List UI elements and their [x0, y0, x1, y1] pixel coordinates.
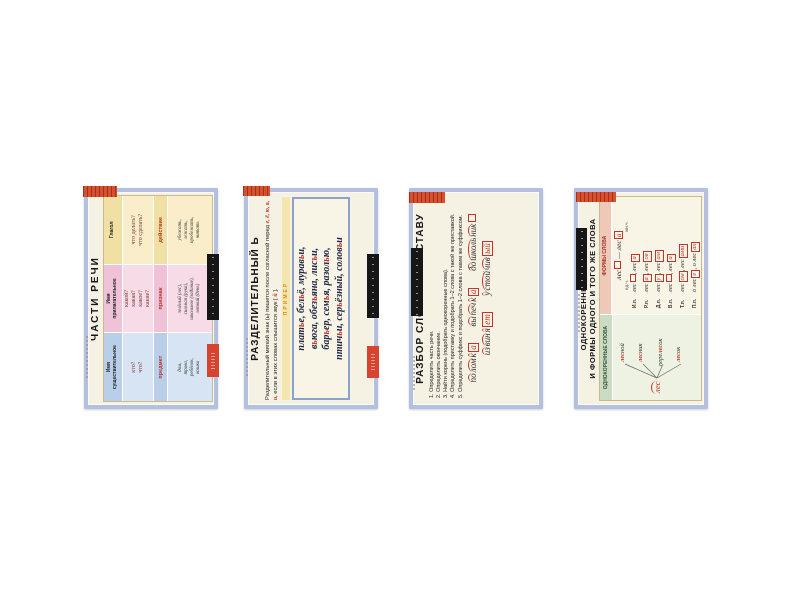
section-header: ОДНОКОРЕННЫЕ СЛОВА	[600, 315, 613, 400]
poster-separating-soft-sign: РАЗДЕЛИТЕЛЬНЫЙ Ь Разделительный мягкий з…	[243, 186, 379, 409]
step-item: 1. Определить часть речи.	[429, 330, 435, 398]
column-category: предмет	[154, 333, 168, 401]
column-questions: кто? что?	[123, 333, 154, 401]
sections: ОДНОКОРЕННЫЕ СЛОВА лес лесной лесник пер…	[599, 196, 702, 401]
case-label: Т.п.	[680, 299, 686, 309]
branch-lines	[624, 363, 682, 379]
step-item: 4. Определить приставку и подобрать 1–2 …	[450, 213, 457, 398]
case-forms: леса, лесов	[643, 251, 652, 293]
morpheme-examples-row: поломка выпечка дошкольник	[467, 193, 479, 404]
adjective-column: Имя прилагательное какой? какая? какое? …	[104, 263, 212, 333]
morpheme-word: выпечка	[467, 287, 479, 327]
publisher-strip	[83, 186, 117, 197]
publisher-strip	[409, 192, 445, 203]
poster-content: РАЗБОР СЛОВА ПО СОСТАВУ 1. Определить ча…	[414, 193, 538, 404]
poster-title: ЧАСТИ РЕЧИ	[90, 256, 101, 341]
cognate-words-section: ОДНОКОРЕННЫЕ СЛОВА лес лесной лесник пер…	[600, 314, 701, 400]
poster-parts-of-speech: ЧАСТИ РЕЧИ Имя существительное кто? что?…	[83, 186, 219, 409]
column-header: Глагол	[104, 195, 123, 264]
step-item: 5. Определить суффикс и подобрать 1–2 сл…	[457, 214, 464, 398]
steps-list: 1. Определить часть речи. 2. Определить …	[429, 199, 465, 398]
publisher-strip	[576, 192, 616, 202]
noun-column: Имя существительное кто? что? предмет до…	[104, 332, 212, 401]
poster-title-line1: ОДНОКОРЕННЫЕ СЛОВА	[579, 246, 588, 351]
morpheme-word: поломка	[467, 343, 479, 383]
example-line: птичьи, серьёзный, соловьи	[333, 237, 345, 360]
section-header: ФОРМЫ СЛОВА	[600, 197, 612, 315]
case-row: В.п. лес, леса	[665, 197, 677, 314]
poster-content: ЧАСТИ РЕЧИ Имя существительное кто? что?…	[89, 193, 213, 404]
column-category: действие	[154, 195, 168, 264]
rule-part: если в этих словах слышится звук [	[273, 296, 280, 396]
series-bar	[576, 228, 587, 290]
case-forms: лес, леса	[629, 253, 640, 292]
rule-sound: й	[273, 293, 280, 297]
example-line: барьер, семья, разолью,	[321, 247, 333, 350]
column-header: Имя прилагательное	[104, 264, 123, 333]
column-category: признак	[154, 264, 168, 333]
derived-word: лесок	[675, 346, 682, 362]
poster-cognate-words: ОДНОКОРЕННЫЕ СЛОВА И ФОРМЫ ОДНОГО И ТОГО…	[574, 188, 708, 409]
rule-part: Разделительный мягкий знак (ь) пишется п…	[265, 223, 271, 400]
rule-part: ].	[273, 288, 280, 294]
case-row: И.п. лес, леса	[629, 197, 641, 314]
case-label: В.п.	[668, 298, 674, 309]
poster-title: РАЗДЕЛИТЕЛЬНЫЙ Ь	[250, 236, 261, 361]
cognate-diagram: лес лесной лесник перелесок лесок	[613, 315, 701, 400]
edge-caption	[86, 336, 88, 378]
morpheme-word: дошкольник	[467, 214, 479, 271]
derived-word: лесной	[619, 343, 626, 362]
example-band: ПРИМЕР	[282, 197, 291, 400]
parts-of-speech-table: Имя существительное кто? что? предмет до…	[103, 195, 213, 402]
series-bar	[367, 254, 379, 318]
examples-box: платье, бельё, муравьи, вьюга, обезьяна,…	[292, 197, 351, 400]
edge-caption	[578, 294, 580, 332]
publisher-strip	[243, 186, 270, 196]
edge-caption	[246, 338, 248, 378]
series-bar	[207, 254, 219, 320]
case-row: П.п. о лесе, о лесах	[689, 197, 701, 314]
case-forms: лес, леса	[665, 253, 676, 292]
case-row: Р.п. леса, лесов	[641, 197, 653, 314]
poster-content: ОДНОКОРЕННЫЕ СЛОВА И ФОРМЫ ОДНОГО И ТОГО…	[579, 193, 703, 404]
forms-title: лес — леса	[613, 197, 623, 314]
word-forms-section: ФОРМЫ СЛОВА лес — леса ед.ч. мн.ч. И.п. …	[600, 197, 701, 315]
column-examples: зелёный (лес), сильная (рука), школьное …	[168, 264, 212, 333]
red-edge-label	[207, 344, 219, 377]
derived-word: лесник	[637, 343, 644, 362]
column-questions: что делать? что сделать?	[123, 195, 154, 264]
column-header: Имя существительное	[104, 333, 123, 401]
column-questions: какой? какая? какое? какие?	[123, 264, 154, 333]
morpheme-word: извиняет	[481, 312, 493, 356]
case-forms: лесом, лесами	[679, 243, 688, 293]
case-label: П.п.	[692, 298, 698, 309]
example-line: платье, бельё, муравьи,	[296, 246, 308, 351]
example-line: вьюга, обезьяна, лисьи,	[308, 247, 320, 350]
poster-content: РАЗДЕЛИТЕЛЬНЫЙ Ь Разделительный мягкий з…	[249, 193, 373, 404]
verb-column: Глагол что делать? что сделать? действие…	[104, 195, 212, 264]
edge-caption	[413, 356, 415, 391]
poster-paper	[413, 192, 539, 405]
poster-word-composition: РАЗБОР СЛОВА ПО СОСТАВУ 1. Определить ча…	[409, 188, 543, 409]
series-bar	[411, 248, 423, 316]
column-examples: дом, трава, ребёнок, кошка	[168, 333, 212, 401]
case-label: Д.п.	[656, 298, 662, 309]
case-forms: лесу, лесам	[655, 250, 664, 293]
rule-text: Разделительный мягкий знак (ь) пишется п…	[264, 197, 280, 400]
case-label: Р.п.	[644, 299, 650, 309]
case-label: И.п.	[632, 298, 638, 309]
morpheme-examples-row: извиняет устойчивый	[481, 193, 493, 404]
root-word: лес	[651, 380, 662, 394]
red-edge-label	[367, 346, 379, 378]
morpheme-word: устойчивый	[481, 241, 493, 296]
case-row: Д.п. лесу, лесам	[653, 197, 665, 314]
case-row: Т.п. лесом, лесами	[677, 197, 689, 314]
case-forms: о лесе, о лесах	[691, 241, 700, 293]
column-examples: убежать, лежать, пробежать, читать	[168, 195, 212, 264]
poster-title-line2: И ФОРМЫ ОДНОГО И ТОГО ЖЕ СЛОВА	[588, 218, 597, 379]
derived-word: перелесок	[657, 338, 664, 366]
